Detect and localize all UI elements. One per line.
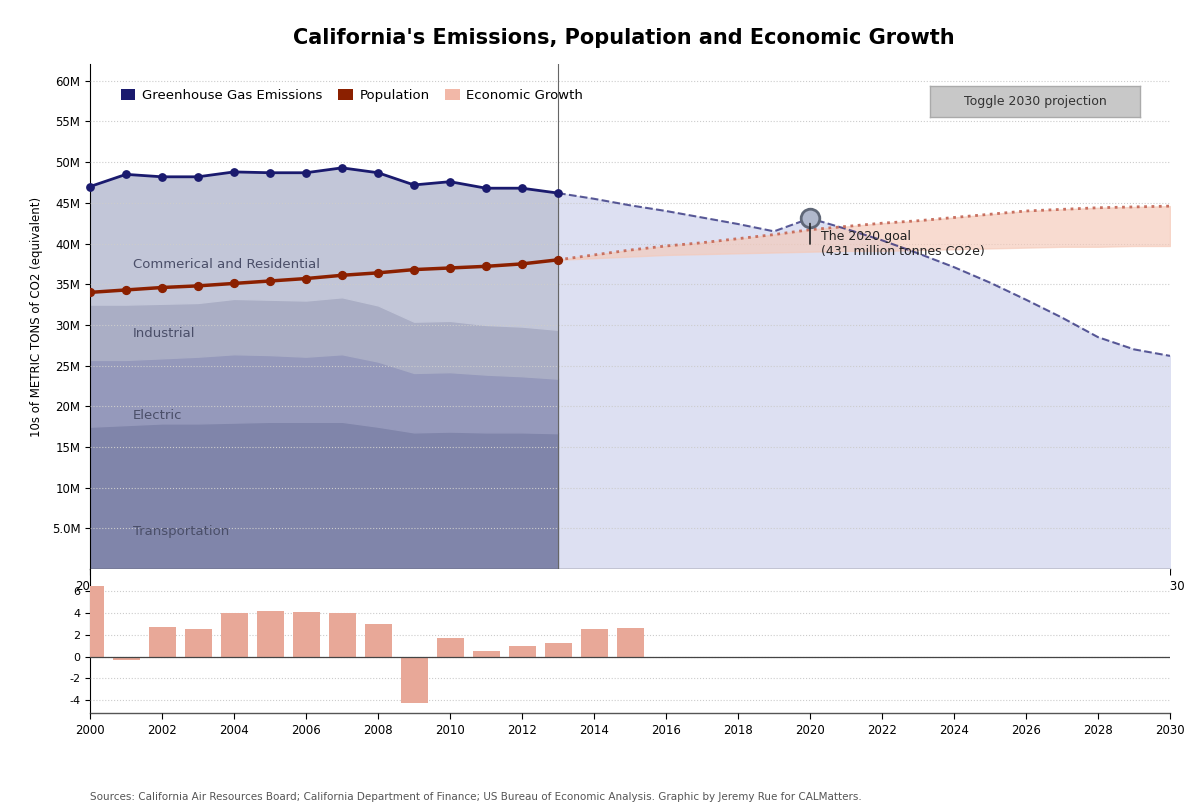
Point <box>116 284 136 297</box>
Bar <box>257 611 283 657</box>
Bar <box>329 613 355 657</box>
Point <box>404 178 424 191</box>
Point <box>368 267 388 280</box>
Point <box>332 269 352 282</box>
Bar <box>509 646 535 657</box>
Bar <box>221 613 247 657</box>
Text: Electric: Electric <box>133 409 182 422</box>
Bar <box>113 657 139 660</box>
Text: Transportation: Transportation <box>133 525 229 538</box>
Point <box>440 175 460 188</box>
Point <box>296 166 316 179</box>
Point <box>80 286 100 299</box>
Y-axis label: 10s of METRIC TONS of CO2 (equivalent): 10s of METRIC TONS of CO2 (equivalent) <box>30 197 43 437</box>
Point <box>476 260 496 272</box>
Bar <box>545 643 571 657</box>
Point <box>116 168 136 181</box>
Bar <box>365 624 391 657</box>
Point <box>80 180 100 193</box>
Bar <box>185 629 211 657</box>
Point <box>260 166 280 179</box>
Point <box>548 253 568 266</box>
Text: Industrial: Industrial <box>133 327 196 340</box>
Point <box>296 272 316 285</box>
Point <box>152 170 172 183</box>
Bar <box>293 612 319 657</box>
Point <box>152 281 172 294</box>
Point <box>512 257 532 270</box>
Bar <box>617 628 643 657</box>
Text: Toggle 2030 projection: Toggle 2030 projection <box>964 95 1106 108</box>
Point <box>548 187 568 200</box>
Point <box>440 261 460 274</box>
Point <box>368 166 388 179</box>
Text: Commerical and Residential: Commerical and Residential <box>133 258 320 271</box>
Text: The 2020 goal
(431 million tonnes CO2e): The 2020 goal (431 million tonnes CO2e) <box>821 230 984 258</box>
Point <box>224 165 244 178</box>
Point <box>512 181 532 194</box>
Bar <box>77 585 103 657</box>
Bar <box>437 638 463 657</box>
Point <box>800 212 820 225</box>
Bar <box>581 629 607 657</box>
Point <box>260 275 280 288</box>
Point <box>224 277 244 290</box>
Legend: Greenhouse Gas Emissions, Population, Economic Growth: Greenhouse Gas Emissions, Population, Ec… <box>118 86 586 105</box>
Bar <box>473 651 499 657</box>
Point <box>404 263 424 276</box>
Point <box>188 280 208 293</box>
Point <box>476 181 496 194</box>
Point <box>332 161 352 174</box>
Text: California's Emissions, Population and Economic Growth: California's Emissions, Population and E… <box>293 28 955 48</box>
Point <box>188 170 208 183</box>
Bar <box>149 627 175 657</box>
Bar <box>401 657 427 704</box>
Text: Sources: California Air Resources Board; California Department of Finance; US Bu: Sources: California Air Resources Board;… <box>90 792 862 802</box>
